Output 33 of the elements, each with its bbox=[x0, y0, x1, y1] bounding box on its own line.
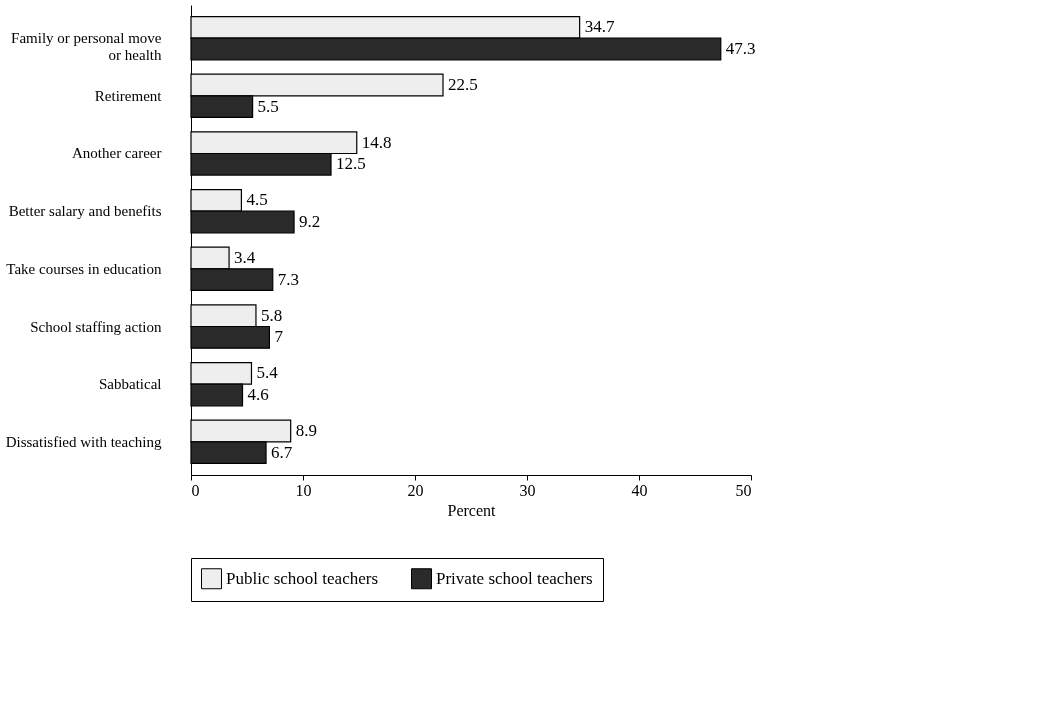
data-label: 47.3 bbox=[725, 38, 756, 58]
x-tick-label: 20 bbox=[407, 481, 424, 499]
y-tick-label: Another career bbox=[71, 145, 162, 162]
data-label: 4.5 bbox=[246, 190, 268, 210]
data-label: 6.7 bbox=[271, 442, 293, 462]
x-tick-label: 40 bbox=[631, 481, 648, 499]
data-label: 8.9 bbox=[295, 421, 317, 441]
data-label: 7 bbox=[274, 327, 284, 347]
legend-label: Public school teachers bbox=[226, 568, 379, 588]
data-label: 22.5 bbox=[448, 75, 478, 95]
data-label: 5.8 bbox=[260, 305, 283, 325]
legend-label: Private school teachers bbox=[436, 568, 593, 588]
data-label: 5.5 bbox=[257, 96, 279, 116]
x-tick-label: 50 bbox=[735, 481, 752, 499]
data-label: 7.3 bbox=[277, 269, 300, 289]
x-axis-title: Percent bbox=[447, 501, 497, 519]
data-label: 5.4 bbox=[256, 363, 279, 383]
data-label: 14.8 bbox=[361, 132, 392, 152]
y-tick-label: School staffing action bbox=[30, 318, 162, 335]
y-tick-label: Family or personal move or health bbox=[11, 30, 162, 64]
data-label: 9.2 bbox=[299, 211, 321, 231]
y-tick-label: Sabbatical bbox=[99, 376, 162, 393]
x-tick-label: 30 bbox=[519, 481, 536, 499]
x-tick-label: 0 bbox=[191, 481, 200, 499]
data-label: 34.7 bbox=[584, 17, 615, 37]
y-tick-label: Dissatisfied with teaching bbox=[5, 433, 162, 450]
x-tick-label: 10 bbox=[295, 481, 312, 499]
y-tick-label: Retirement bbox=[94, 87, 163, 104]
data-label: 3.4 bbox=[234, 248, 256, 268]
data-label: 12.5 bbox=[336, 154, 366, 174]
y-tick-label: Take courses in education bbox=[6, 260, 162, 277]
data-label: 4.6 bbox=[247, 384, 269, 404]
y-tick-label: Better salary and benefits bbox=[8, 203, 162, 220]
